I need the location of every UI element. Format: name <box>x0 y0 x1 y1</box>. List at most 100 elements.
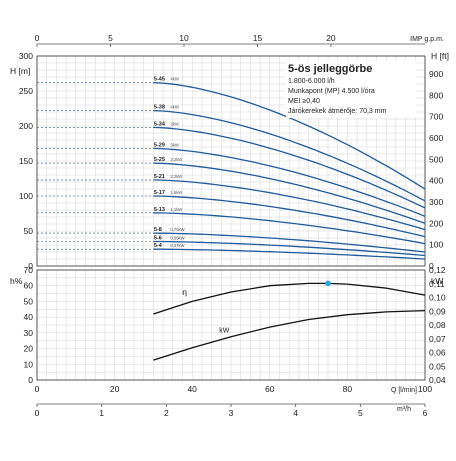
right-power-kw-tick-label: 0,10 <box>429 293 446 303</box>
power-label-5-13: 1,1kW <box>170 207 182 212</box>
right-power-kw-tick-label: 0,08 <box>429 320 446 330</box>
top-gpm-axis-label: IMP g.p.m. <box>410 36 444 43</box>
head-curve-5-29 <box>153 147 426 217</box>
left-efficiency-tick-label: 30 <box>24 328 34 338</box>
power-label-5-38: 4kW <box>170 105 178 110</box>
labels: 5-45 4kW 5-38 4kW 5-34 3kW 5-29 3kW 5-25 2,2kW 5-2… <box>154 77 230 335</box>
model-label-5-45: 5-45 <box>154 77 165 83</box>
right-head-ft-tick-label: 100 <box>429 240 443 250</box>
left-efficiency-tick-label: 70 <box>24 265 34 275</box>
right-power-kw-tick-label: 0,09 <box>429 306 446 316</box>
left-head-m-tick-label: 250 <box>19 86 33 96</box>
top-gpm-tick-label: 20 <box>326 33 336 43</box>
right-head-ft-tick-label: 600 <box>429 133 443 143</box>
model-label-5-38: 5-38 <box>154 105 165 111</box>
model-label-5-17: 5-17 <box>154 190 165 196</box>
title-box-background <box>286 61 416 118</box>
left-efficiency-axis-label: h% <box>10 276 23 286</box>
model-label-5-21: 5-21 <box>154 174 165 180</box>
bottom-flow-m3h-tick-label: 0 <box>35 408 40 418</box>
head-curve-5-13 <box>153 212 426 245</box>
bottom-flow-m3h-tick-label: 3 <box>229 408 234 418</box>
left-head-m-axis-label: H [m] <box>10 66 30 76</box>
head-curve-5-6 <box>153 240 426 257</box>
bottom-panel-frame <box>36 269 426 381</box>
bottom-flow-m3h-tick-label: 4 <box>293 408 298 418</box>
title-box: 5-ös jelleggörbe 1.800-6.000 l/h Munkapo… <box>286 61 416 118</box>
left-head-m-tick-label: 150 <box>19 156 33 166</box>
left-efficiency-tick-label: 50 <box>24 296 34 306</box>
top-gpm-tick-label: 0 <box>35 33 40 43</box>
working-point-marker <box>325 280 331 287</box>
bottom-flow-lmin-tick-label: 40 <box>187 384 197 394</box>
bottom-flow-m3h-axis-label: m³/h <box>397 406 411 413</box>
power-curve <box>153 309 426 361</box>
efficiency-curve-label: η <box>182 287 187 297</box>
spec-mei: MEI ≥0,40 <box>288 98 320 105</box>
right-head-ft-tick-label: 300 <box>429 197 443 207</box>
right-head-ft-tick-label: 500 <box>429 154 443 164</box>
head-curve-5-21 <box>153 179 426 231</box>
power-label-5-8: 0,75kW <box>170 227 184 232</box>
spec-flow-range: 1.800-6.000 l/h <box>288 78 335 85</box>
right-head-ft-axis-label: H [ft] <box>431 51 449 61</box>
grid <box>37 56 425 380</box>
power-label-5-45: 4kW <box>170 77 178 82</box>
head-curve-5-8 <box>153 232 426 253</box>
head-curve-5-34 <box>153 126 426 209</box>
left-head-m-tick-label: 50 <box>24 226 34 236</box>
right-head-ft-tick-label: 200 <box>429 218 443 228</box>
model-label-5-8: 5-8 <box>154 227 162 233</box>
spec-impeller-diameter: Járókerekek átmérője: 70,3 mm <box>288 108 387 115</box>
power-label-5-21: 2,2kW <box>170 174 182 179</box>
left-efficiency-tick-label: 0 <box>28 375 33 385</box>
model-label-5-34: 5-34 <box>154 121 166 127</box>
head-curve-5-4 <box>153 248 426 260</box>
bottom-flow-lmin-tick-label: 60 <box>265 384 275 394</box>
power-label-5-6: 0,55kW <box>170 236 184 241</box>
chart-title: 5-ös jelleggörbe <box>288 63 372 75</box>
bottom-flow-lmin-tick-label: 20 <box>110 384 120 394</box>
power-curve-label: kW <box>219 328 230 335</box>
right-power-kw-tick-label: 0,06 <box>429 348 446 358</box>
right-power-kw-tick-label: 0,12 <box>429 265 446 275</box>
bottom-flow-m3h-tick-label: 1 <box>99 408 104 418</box>
model-label-5-29: 5-29 <box>154 142 165 148</box>
right-power-kw-tick-label: 0,04 <box>429 375 446 385</box>
right-head-ft-tick-label: 400 <box>429 176 443 186</box>
bottom-flow-lmin-tick-label: 0 <box>35 384 40 394</box>
bottom-flow-lmin-tick-label: 100 <box>418 384 432 394</box>
top-gpm-tick-label: 10 <box>179 33 189 43</box>
spec-working-point: Munkapont (MP) 4.500 l/óra <box>288 88 375 95</box>
right-power-kw-axis-label: kW <box>431 276 443 286</box>
right-power-kw-tick-label: 0,11 <box>429 279 445 289</box>
right-head-ft-tick-label: 0 <box>429 261 434 271</box>
left-efficiency-tick-label: 60 <box>24 281 34 291</box>
right-head-ft-tick-label: 700 <box>429 112 443 122</box>
left-efficiency-tick-label: 40 <box>24 312 34 322</box>
efficiency-curve <box>153 282 426 315</box>
left-head-m-tick-label: 0 <box>28 261 33 271</box>
left-efficiency-tick-label: 10 <box>24 359 34 369</box>
power-label-5-25: 2,2kW <box>170 157 182 162</box>
top-panel-frame <box>36 55 426 267</box>
head-curve-5-38 <box>153 109 426 202</box>
left-head-m-tick-label: 100 <box>19 191 33 201</box>
left-head-m-tick-label: 300 <box>19 51 33 61</box>
model-label-5-13: 5-13 <box>154 207 165 213</box>
series <box>37 81 426 361</box>
head-curve-5-17 <box>153 195 426 238</box>
power-label-5-34: 3kW <box>170 121 178 126</box>
model-label-5-4: 5-4 <box>154 243 163 249</box>
bottom-flow-m3h-tick-label: 5 <box>358 408 363 418</box>
bottom-flow-lmin-tick-label: 80 <box>343 384 353 394</box>
top-gpm-tick-label: 15 <box>253 33 263 43</box>
model-label-5-6: 5-6 <box>154 236 162 242</box>
right-head-ft-tick-label: 800 <box>429 90 443 100</box>
power-label-5-17: 1,5kW <box>170 190 182 195</box>
power-label-5-29: 3kW <box>170 142 178 147</box>
right-head-ft-tick-label: 900 <box>429 69 443 79</box>
bottom-flow-m3h-tick-label: 2 <box>164 408 169 418</box>
